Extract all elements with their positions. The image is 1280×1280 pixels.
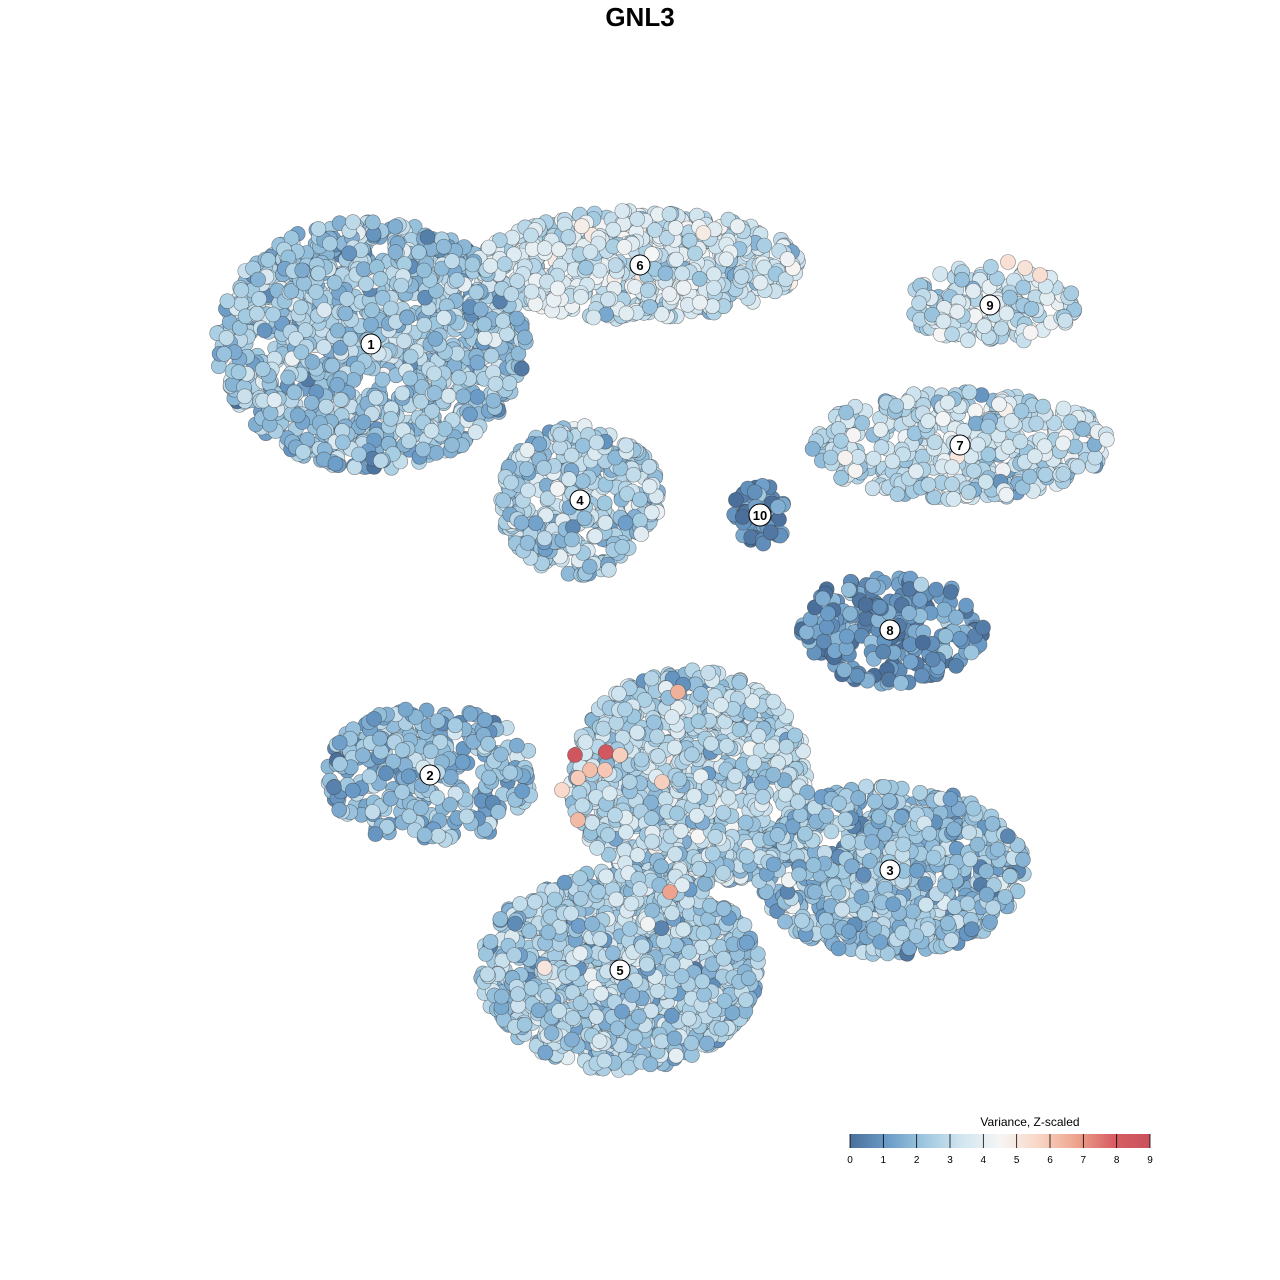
- data-point: [806, 884, 823, 900]
- data-point: [469, 389, 486, 405]
- data-point: [935, 411, 951, 427]
- data-point: [913, 667, 930, 684]
- data-point: [256, 322, 273, 339]
- data-point: [1055, 400, 1072, 417]
- data-point: [1070, 458, 1086, 475]
- data-point: [842, 605, 859, 622]
- data-point: [865, 450, 882, 467]
- data-point: [889, 486, 906, 503]
- data-point: [509, 737, 525, 754]
- data-point: [902, 653, 919, 670]
- data-point: [1087, 449, 1103, 466]
- data-point: [960, 332, 976, 349]
- data-point: [462, 706, 479, 722]
- data-point: [993, 320, 1010, 337]
- data-point: [605, 221, 622, 238]
- data-point: [394, 385, 411, 402]
- data-point: [632, 491, 648, 508]
- data-point: [428, 445, 445, 461]
- points-layer: [209, 203, 1115, 1078]
- data-point: [804, 441, 821, 457]
- data-point: [958, 597, 974, 614]
- data-point: [872, 421, 889, 438]
- data-point: [948, 658, 964, 674]
- data-point: [668, 251, 685, 268]
- data-point: [596, 495, 613, 512]
- chart-title: GNL3: [605, 2, 675, 32]
- data-point: [363, 316, 379, 333]
- data-point: [643, 670, 660, 687]
